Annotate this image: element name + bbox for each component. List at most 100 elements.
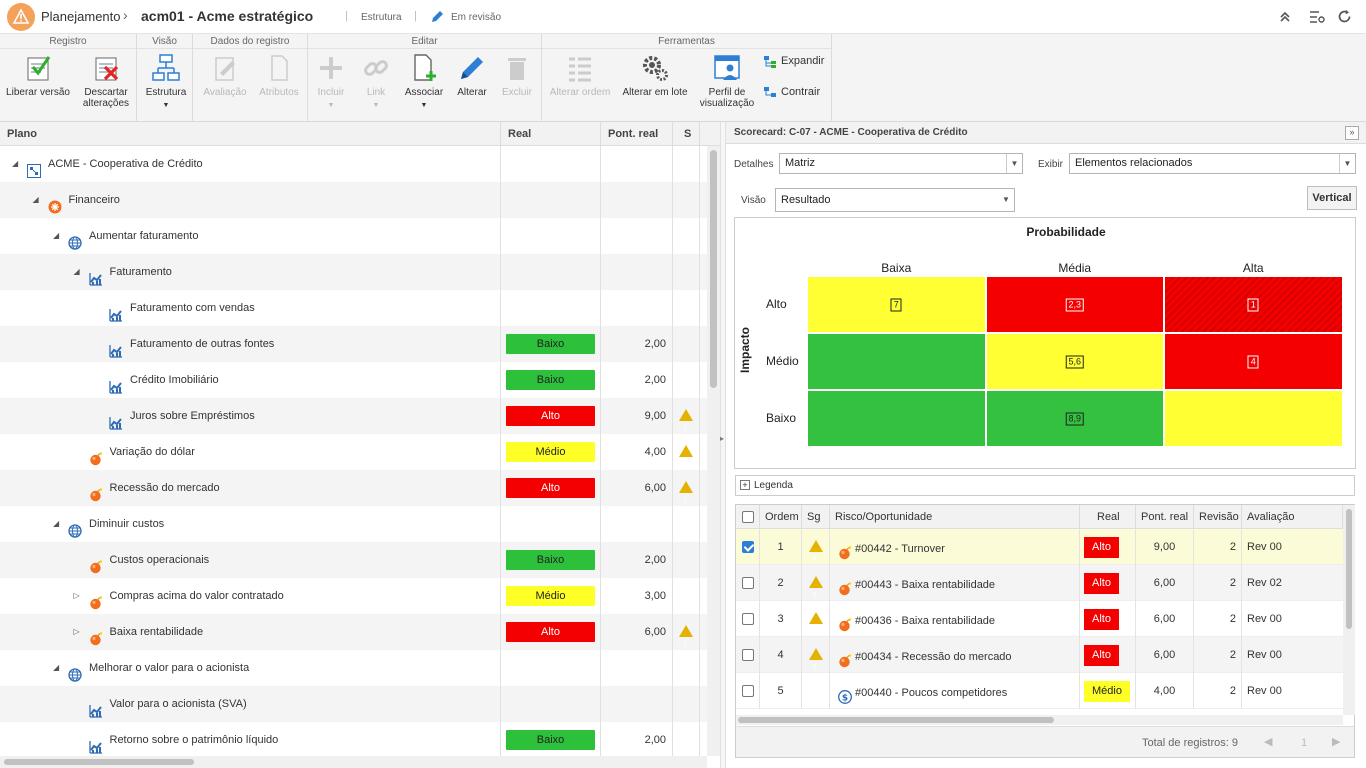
- app-logo[interactable]: [7, 3, 35, 31]
- chevron-right-icon[interactable]: ▸: [720, 434, 725, 443]
- panel-splitter[interactable]: ▸: [720, 122, 726, 768]
- tree-row[interactable]: ▷ Compras acima do valor contratado Médio 3…: [0, 578, 707, 614]
- expanded-toggle-icon[interactable]: ◢: [53, 231, 60, 240]
- grid-vertical-scrollbar[interactable]: [1343, 505, 1355, 715]
- tree-vertical-scrollbar[interactable]: [707, 146, 720, 756]
- expanded-toggle-icon[interactable]: ◢: [53, 519, 60, 528]
- avaliacao-button[interactable]: Avaliação: [199, 53, 251, 98]
- tree-row[interactable]: ◢ Aumentar faturamento: [0, 218, 707, 254]
- column-header-avaliacao[interactable]: Avaliação: [1242, 505, 1343, 529]
- incluir-button[interactable]: Incluir ▼: [313, 53, 349, 111]
- breadcrumb-structure[interactable]: Estrutura: [361, 12, 402, 23]
- row-checkbox[interactable]: [742, 613, 754, 625]
- plan-cell[interactable]: Crédito Imobiliário: [0, 362, 501, 398]
- risk-cell[interactable]: #00443 - Baixa rentabilidade: [830, 565, 1080, 601]
- select-all-checkbox[interactable]: [742, 511, 754, 523]
- risk-cell[interactable]: #00436 - Baixa rentabilidade: [830, 601, 1080, 637]
- row-checkbox[interactable]: [742, 541, 754, 553]
- excluir-button[interactable]: Excluir: [498, 53, 536, 98]
- column-header-pont-real[interactable]: Pont. real: [601, 122, 673, 146]
- link-button[interactable]: Link ▼: [358, 53, 394, 111]
- page-number[interactable]: 1: [1301, 737, 1308, 749]
- matrix-cell-count[interactable]: 1: [1247, 298, 1259, 311]
- grid-row[interactable]: 4 #00434 - Recessão do mercado Alto 6,002 Re…: [736, 637, 1343, 686]
- column-header-revisao[interactable]: Revisão: [1194, 505, 1242, 529]
- collapsed-toggle-icon[interactable]: ▷: [73, 627, 80, 636]
- matrix-cell[interactable]: 5,6: [985, 333, 1164, 390]
- matrix-cell[interactable]: [807, 390, 986, 447]
- legend-bar[interactable]: + Legenda: [735, 475, 1355, 496]
- expanded-toggle-icon[interactable]: ◢: [32, 195, 39, 204]
- plan-cell[interactable]: Variação do dólar: [0, 434, 501, 470]
- app-title[interactable]: Planejamento: [41, 9, 121, 24]
- scrollbar-thumb[interactable]: [738, 717, 1054, 723]
- matrix-cell[interactable]: [1164, 390, 1343, 447]
- grid-row[interactable]: 3 #00436 - Baixa rentabilidade Alto 6,002 Re…: [736, 601, 1343, 650]
- collapse-up-icon[interactable]: [1279, 10, 1291, 24]
- grid-row[interactable]: 5 $ #00440 - Poucos competidores Médio 4,00 2…: [736, 673, 1343, 709]
- alterar-em-lote-button[interactable]: Alterar em lote: [619, 53, 691, 98]
- tree-row[interactable]: Retorno sobre o patrimônio líquido Baixo 2…: [0, 722, 707, 758]
- expand-plus-icon[interactable]: +: [740, 480, 750, 490]
- grid-horizontal-scrollbar[interactable]: [736, 715, 1343, 725]
- grid-row[interactable]: 2#00443 - Baixa rentabilidadeAlto6,002Re…: [736, 565, 1343, 614]
- refresh-icon[interactable]: [1337, 9, 1352, 24]
- estrutura-button[interactable]: Estrutura ▼: [140, 53, 192, 111]
- expanded-toggle-icon[interactable]: ◢: [53, 663, 60, 672]
- column-header-real[interactable]: Real: [1080, 505, 1136, 529]
- matrix-cell[interactable]: [807, 333, 986, 390]
- row-checkbox[interactable]: [742, 685, 754, 697]
- liberar-versao-button[interactable]: Liberar versão: [4, 53, 72, 98]
- descartar-alteracoes-button[interactable]: Descartar alterações: [76, 53, 136, 109]
- atributos-button[interactable]: Atributos: [253, 53, 305, 98]
- tree-row[interactable]: ◢ Melhorar o valor para o acionista: [0, 650, 707, 686]
- list-settings-icon[interactable]: [1309, 10, 1325, 24]
- matrix-cell-count[interactable]: 5,6: [1065, 355, 1085, 368]
- matrix-cell-count[interactable]: 4: [1247, 355, 1259, 368]
- tree-row[interactable]: ◢ Faturamento: [0, 254, 707, 290]
- column-header-plano[interactable]: Plano: [0, 122, 501, 146]
- row-checkbox[interactable]: [742, 577, 754, 589]
- scrollbar-thumb[interactable]: [710, 150, 717, 388]
- plan-cell[interactable]: Faturamento com vendas: [0, 290, 501, 326]
- plan-cell[interactable]: ◢ Faturamento: [0, 254, 501, 290]
- matrix-cell[interactable]: 1: [1164, 276, 1343, 333]
- column-header-real[interactable]: Real: [501, 122, 601, 146]
- matrix-cell[interactable]: 8,9: [985, 390, 1164, 447]
- tree-row[interactable]: Valor para o acionista (SVA): [0, 686, 707, 722]
- detalhes-select[interactable]: Matriz ▼: [779, 153, 1023, 174]
- tree-row[interactable]: Juros sobre Empréstimos Alto 9,00: [0, 398, 707, 447]
- column-header-ordem[interactable]: Ordem: [760, 505, 802, 529]
- previous-page-button[interactable]: ◀: [1264, 736, 1273, 748]
- plan-cell[interactable]: ▷ Compras acima do valor contratado: [0, 578, 501, 614]
- tree-row[interactable]: Recessão do mercado Alto 6,00: [0, 470, 707, 519]
- risk-cell[interactable]: $ #00440 - Poucos competidores: [830, 673, 1080, 709]
- tree-row[interactable]: Faturamento com vendas: [0, 290, 707, 326]
- expanded-toggle-icon[interactable]: ◢: [73, 267, 80, 276]
- column-header-pont-real[interactable]: Pont. real: [1136, 505, 1194, 529]
- risk-cell[interactable]: #00434 - Recessão do mercado: [830, 637, 1080, 673]
- plan-cell[interactable]: Faturamento de outras fontes: [0, 326, 501, 362]
- collapsed-toggle-icon[interactable]: ▷: [73, 591, 80, 600]
- perfil-visualizacao-button[interactable]: Perfil de visualização: [696, 53, 758, 109]
- vertical-button[interactable]: Vertical: [1307, 186, 1357, 210]
- visao-select[interactable]: Resultado ▼: [775, 188, 1015, 212]
- scrollbar-thumb[interactable]: [1346, 509, 1352, 629]
- matrix-cell-count[interactable]: 8,9: [1065, 412, 1085, 425]
- matrix-cell-count[interactable]: 2,3: [1065, 298, 1085, 311]
- plan-cell[interactable]: Retorno sobre o patrimônio líquido: [0, 722, 501, 758]
- tree-row[interactable]: Faturamento de outras fontes Baixo 2,00: [0, 326, 707, 362]
- plan-cell[interactable]: Juros sobre Empréstimos: [0, 398, 501, 434]
- row-checkbox[interactable]: [742, 649, 754, 661]
- risk-cell[interactable]: #00442 - Turnover: [830, 529, 1080, 565]
- matrix-cell[interactable]: 4: [1164, 333, 1343, 390]
- plan-cell[interactable]: ◢ Melhorar o valor para o acionista: [0, 650, 501, 686]
- plan-cell[interactable]: ◢ Financeiro: [0, 182, 501, 218]
- expanded-toggle-icon[interactable]: ◢: [12, 159, 19, 168]
- plan-cell[interactable]: Recessão do mercado: [0, 470, 501, 506]
- plan-cell[interactable]: ◢ Aumentar faturamento: [0, 218, 501, 254]
- plan-cell[interactable]: ◢ ACME - Cooperativa de Crédito: [0, 146, 501, 182]
- tree-horizontal-scrollbar[interactable]: [0, 756, 707, 768]
- plan-cell[interactable]: ◢ Diminuir custos: [0, 506, 501, 542]
- column-header-s[interactable]: S: [673, 122, 700, 146]
